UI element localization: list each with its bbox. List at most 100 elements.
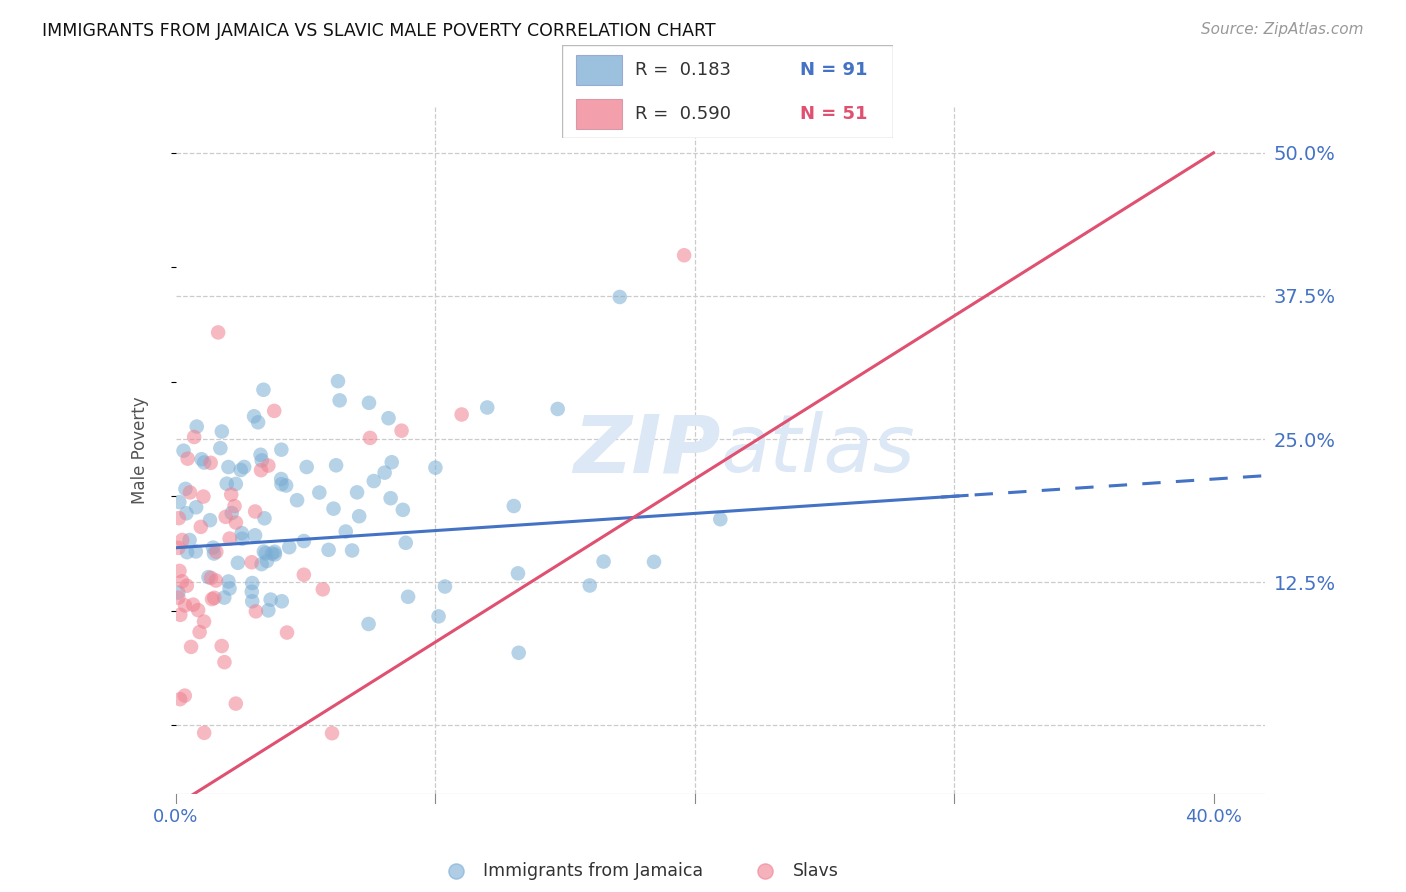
Point <box>508 646 530 660</box>
Point <box>245 604 267 618</box>
Point <box>249 448 271 462</box>
Bar <box>575 55 621 85</box>
Point <box>181 598 204 612</box>
Point <box>709 512 731 526</box>
FancyBboxPatch shape <box>562 45 893 138</box>
Text: 0.0%: 0.0% <box>153 807 198 826</box>
Point <box>226 556 249 570</box>
Point <box>278 540 301 554</box>
Point <box>231 526 253 541</box>
Point <box>224 499 246 513</box>
Point <box>200 456 222 470</box>
Point <box>427 609 450 624</box>
Point <box>176 506 198 520</box>
Point <box>357 617 380 632</box>
Point <box>169 607 191 622</box>
Point <box>221 506 243 520</box>
Point <box>202 541 225 555</box>
Point <box>357 396 380 410</box>
Point <box>201 592 224 607</box>
Point <box>377 411 399 425</box>
Point <box>308 485 330 500</box>
Point <box>270 442 292 457</box>
Point <box>673 248 696 262</box>
Point <box>292 567 315 582</box>
Point <box>395 536 418 550</box>
Point <box>167 591 190 605</box>
Point <box>212 591 235 605</box>
Point <box>392 503 415 517</box>
Point <box>391 424 413 438</box>
Point <box>193 490 215 504</box>
Point <box>173 443 195 458</box>
Point <box>215 509 238 524</box>
Point <box>240 555 263 569</box>
Point <box>547 401 569 416</box>
Point <box>205 545 228 559</box>
Point <box>172 574 194 589</box>
Point <box>335 524 357 539</box>
Point <box>190 520 212 534</box>
Point <box>218 582 240 596</box>
Point <box>225 697 247 711</box>
Point <box>225 477 247 491</box>
Point <box>218 532 240 546</box>
Point <box>179 485 201 500</box>
Point <box>252 383 274 397</box>
Text: ZIP: ZIP <box>574 411 721 490</box>
Point <box>295 460 318 475</box>
Point <box>190 452 212 467</box>
Point <box>229 463 252 477</box>
Point <box>257 603 280 617</box>
Point <box>180 640 202 654</box>
Point <box>506 566 529 581</box>
Point <box>243 409 266 424</box>
Point <box>215 476 238 491</box>
Text: Immigrants from Jamaica: Immigrants from Jamaica <box>484 862 703 880</box>
Point <box>179 533 201 547</box>
Point <box>214 655 236 669</box>
Point <box>207 326 229 340</box>
Point <box>318 542 340 557</box>
Point <box>329 393 352 408</box>
Text: R =  0.590: R = 0.590 <box>636 105 731 123</box>
Point <box>380 491 402 506</box>
Point <box>233 460 256 475</box>
Point <box>202 591 225 605</box>
Point <box>240 594 263 608</box>
Text: atlas: atlas <box>721 411 915 490</box>
Point <box>174 482 197 496</box>
Point <box>433 580 456 594</box>
Text: Male Poverty: Male Poverty <box>131 397 149 504</box>
Point <box>321 726 343 740</box>
Point <box>169 564 191 578</box>
Point <box>253 511 276 525</box>
Point <box>250 463 273 477</box>
Point <box>643 555 665 569</box>
Bar <box>575 99 621 129</box>
Point <box>173 689 195 703</box>
Point <box>176 451 198 466</box>
Point <box>174 599 197 613</box>
Point <box>202 547 225 561</box>
Point <box>477 401 499 415</box>
Point <box>176 545 198 559</box>
Point <box>325 458 347 473</box>
Point <box>176 579 198 593</box>
Text: N = 51: N = 51 <box>800 105 868 123</box>
Text: 40.0%: 40.0% <box>1185 807 1241 826</box>
Point <box>167 541 190 555</box>
Point <box>340 543 363 558</box>
Point <box>256 554 278 568</box>
Point <box>346 485 368 500</box>
Point <box>578 578 600 592</box>
Point <box>359 431 381 445</box>
Point <box>254 546 277 560</box>
Text: Source: ZipAtlas.com: Source: ZipAtlas.com <box>1201 22 1364 37</box>
Text: R =  0.183: R = 0.183 <box>636 61 731 78</box>
Point <box>374 466 396 480</box>
Point <box>260 547 283 561</box>
Point <box>260 592 283 607</box>
Point <box>193 615 215 629</box>
Point <box>312 582 335 597</box>
